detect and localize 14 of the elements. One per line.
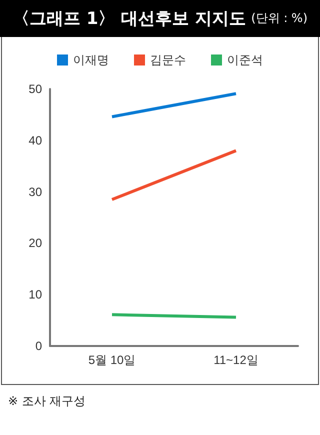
legend-label: 김문수 <box>150 53 186 67</box>
y-tick-label: 30 <box>28 184 42 199</box>
legend-label: 이준석 <box>227 53 263 67</box>
y-tick-label: 20 <box>28 236 42 250</box>
text: ※ 조사 재구성 <box>7 393 87 410</box>
chart-title: 〈그래프 1〉 대선후보 지지도 <box>12 8 246 30</box>
y-tick-label: 40 <box>28 133 42 148</box>
y-tick-label: 0 <box>35 339 42 353</box>
x-tick-label: 5월 10일 <box>88 353 136 367</box>
chart-subtitle: (단위 : %) <box>251 10 308 27</box>
legend-label: 이재명 <box>73 53 109 67</box>
y-tick-label: 50 <box>28 82 42 96</box>
y-tick-label: 10 <box>28 288 42 302</box>
x-tick-label: 11~12일 <box>214 353 258 367</box>
